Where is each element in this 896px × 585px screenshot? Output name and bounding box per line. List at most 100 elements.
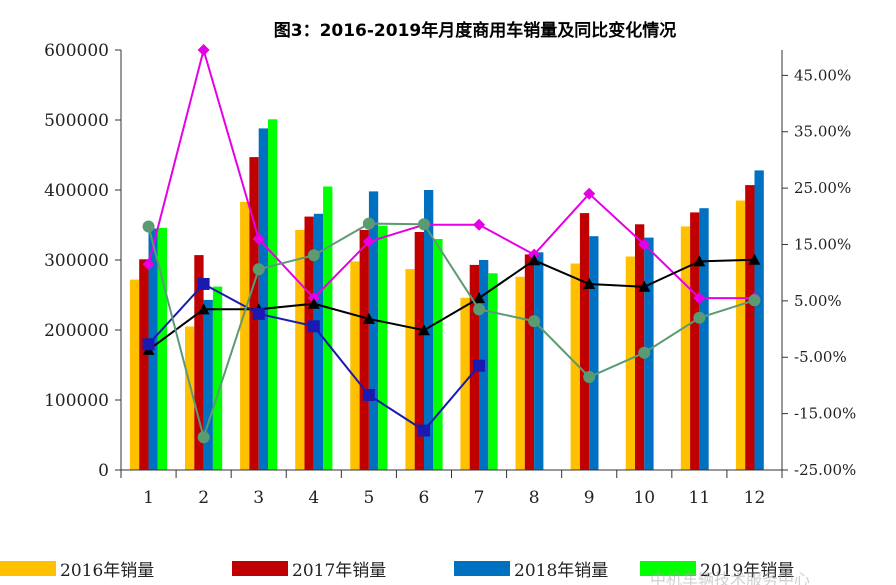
x-tick-label: 11 xyxy=(689,488,711,508)
bar-2-11 xyxy=(690,212,700,470)
bar-2-2 xyxy=(194,255,204,470)
line-point xyxy=(417,324,430,336)
bar-1-4 xyxy=(295,229,305,470)
bar-3-12 xyxy=(754,170,764,470)
bar-4-4 xyxy=(323,186,333,470)
bar-2-10 xyxy=(635,224,645,470)
line-point xyxy=(362,389,375,402)
bar-4-7 xyxy=(488,273,498,470)
line-point xyxy=(528,315,541,328)
line-point xyxy=(638,238,651,251)
line-point xyxy=(693,255,706,267)
line-point xyxy=(142,338,155,351)
line-point xyxy=(362,235,375,248)
line-point xyxy=(362,217,375,230)
line-point xyxy=(417,424,430,437)
y2-tick-label: 15.00% xyxy=(794,235,851,253)
line-point xyxy=(473,218,486,231)
x-tick-label: 4 xyxy=(308,488,319,508)
line-point xyxy=(473,292,486,304)
line-point xyxy=(307,249,320,262)
bar-3-3 xyxy=(258,128,268,470)
bar-4-5 xyxy=(378,225,388,470)
line-point xyxy=(197,44,210,56)
bar-1-11 xyxy=(680,226,691,470)
legend-label: 2017年销量 xyxy=(292,561,386,581)
bar-1-1 xyxy=(129,279,140,470)
line-point xyxy=(142,220,155,233)
y-tick-label: 100000 xyxy=(44,391,109,411)
line-point xyxy=(252,307,265,320)
bar-2-8 xyxy=(524,254,535,470)
x-tick-label: 5 xyxy=(363,488,374,508)
y-tick-label: 300000 xyxy=(44,251,109,271)
legend-swatch xyxy=(232,561,288,576)
x-tick-label: 3 xyxy=(253,488,264,508)
bar-2-6 xyxy=(414,232,424,470)
line-point xyxy=(693,292,706,305)
legend-label: 2019年销量 xyxy=(700,561,794,581)
bar-2-5 xyxy=(359,229,369,470)
legend-swatch xyxy=(0,561,56,576)
x-tick-label: 8 xyxy=(529,488,540,508)
bar-4-2 xyxy=(212,286,223,470)
x-tick-label: 12 xyxy=(744,488,766,508)
bar-3-4 xyxy=(313,213,324,471)
bar-2-4 xyxy=(304,216,314,470)
line-point xyxy=(693,311,706,324)
line-point xyxy=(583,370,596,383)
line-point xyxy=(583,187,596,200)
line-point xyxy=(583,277,596,289)
legend-swatch xyxy=(640,561,696,576)
watermark: 中机车辆技术服务中心 xyxy=(650,570,810,585)
y2-tick-label: -15.00% xyxy=(794,405,856,423)
bar-4-1 xyxy=(157,227,168,470)
line-point xyxy=(197,303,210,315)
legend-label: 2016年销量 xyxy=(60,561,154,581)
bar-2-12 xyxy=(745,185,755,470)
y-tick-label: 200000 xyxy=(44,321,109,341)
line-series-2 xyxy=(147,258,755,351)
bar-3-11 xyxy=(699,208,709,470)
y2-tick-label: 35.00% xyxy=(794,123,851,141)
bar-4-3 xyxy=(268,119,278,471)
y2-tick-label: 5.00% xyxy=(794,292,842,310)
bar-3-6 xyxy=(424,190,434,470)
y2-tick-label: 45.00% xyxy=(794,66,851,84)
x-tick-label: 7 xyxy=(474,488,485,508)
line-point xyxy=(748,294,761,307)
bar-2-9 xyxy=(579,213,590,470)
bar-2-1 xyxy=(139,259,149,470)
line-point xyxy=(307,297,320,309)
lines-layer xyxy=(142,44,761,444)
line-point xyxy=(417,218,430,231)
line-point xyxy=(473,303,486,316)
bar-1-8 xyxy=(515,276,525,470)
line-point xyxy=(252,263,265,276)
x-tick-label: 10 xyxy=(633,488,655,508)
bar-3-9 xyxy=(589,236,599,470)
axes-layer: 0 100000 200000 300000 400000 500000 600000 -25… xyxy=(44,41,856,508)
x-tick-label: 9 xyxy=(584,488,595,508)
y2-tick-label: -25.00% xyxy=(794,461,856,479)
line-point xyxy=(748,253,761,265)
y2-tick-label: -5.00% xyxy=(794,348,847,366)
line-series-1 xyxy=(147,46,755,300)
bar-1-9 xyxy=(570,263,580,470)
bar-1-12 xyxy=(735,200,746,470)
legend-label: 2018年销量 xyxy=(514,561,608,581)
line-point xyxy=(638,280,651,292)
line-series-4 xyxy=(147,222,755,441)
x-tick-label: 1 xyxy=(143,488,154,508)
line-point xyxy=(197,277,210,290)
y-tick-label: 600000 xyxy=(44,41,109,61)
legend-swatch xyxy=(454,561,510,576)
bar-1-7 xyxy=(460,297,470,470)
line-point xyxy=(362,312,375,324)
line-point xyxy=(142,258,155,271)
line-point xyxy=(197,431,210,444)
bar-3-5 xyxy=(368,191,379,470)
bar-3-2 xyxy=(203,299,213,470)
bar-1-10 xyxy=(625,256,635,470)
